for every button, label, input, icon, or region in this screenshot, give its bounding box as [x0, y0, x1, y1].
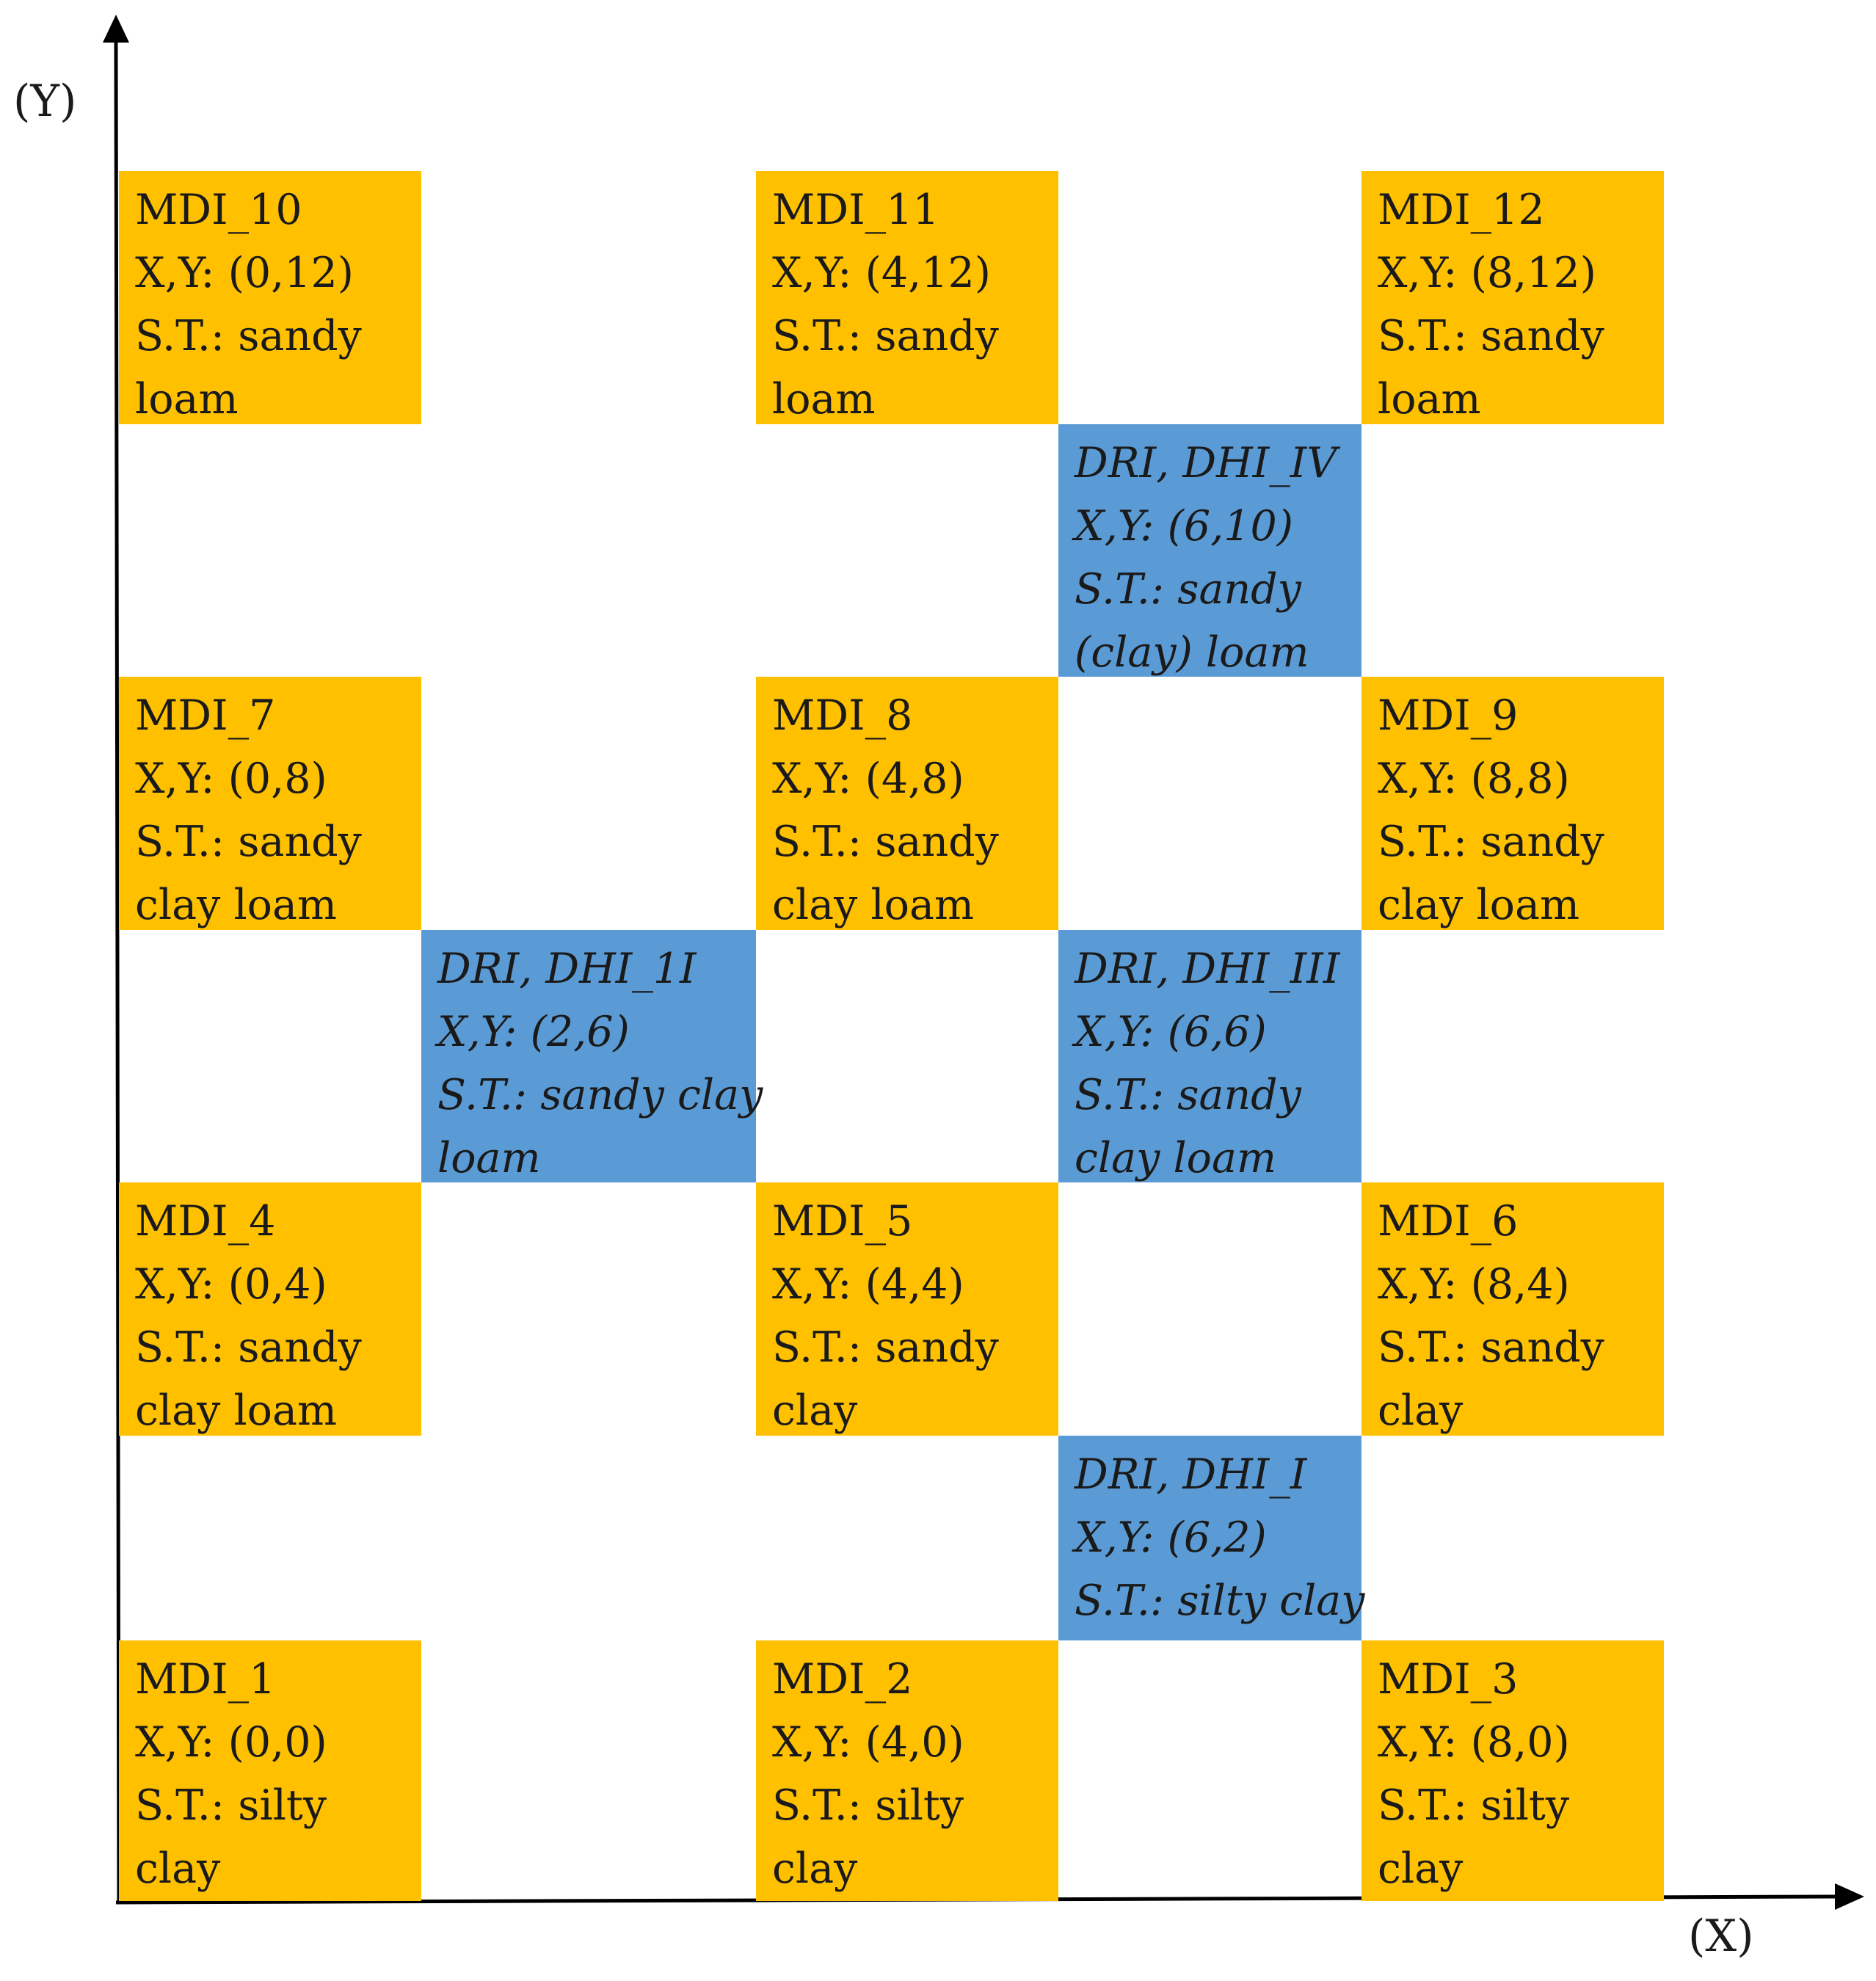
cell-coords: X,Y: (0,4): [135, 1260, 327, 1309]
cell-soil-type-cont: clay loam: [1378, 881, 1580, 929]
cell-soil-type-cont: clay loam: [1075, 1134, 1277, 1182]
cell-coords: X,Y: (0,0): [135, 1718, 327, 1767]
cell-dhi-i: DRI, DHI_I X,Y: (6,2) S.T.: silty clay: [1058, 1436, 1365, 1640]
cell-mdi-7: MDI_7 X,Y: (0,8) S.T.: sandy clay loam: [119, 677, 421, 930]
cell-soil-type: S.T.: silty clay: [1075, 1577, 1365, 1625]
cell-coords: X,Y: (0,12): [135, 249, 354, 297]
cell-soil-type-cont: loam: [135, 375, 239, 424]
cell-mdi-6: MDI_6 X,Y: (8,4) S.T.: sandy clay: [1361, 1182, 1664, 1436]
cell-soil-type-cont: clay: [135, 1844, 221, 1893]
cell-coords: X,Y: (0,8): [135, 755, 327, 803]
cell-mdi-10: MDI_10 X,Y: (0,12) S.T.: sandy loam: [119, 171, 421, 424]
cell-soil-type-cont: loam: [437, 1134, 541, 1182]
cell-title: MDI_10: [135, 186, 302, 234]
cell-soil-type-cont: clay: [772, 1386, 858, 1435]
cell-soil-type-cont: loam: [1378, 375, 1481, 424]
cell-soil-type: S.T.: sandy: [135, 312, 362, 360]
cell-coords: X,Y: (4,4): [772, 1260, 964, 1309]
cell-title: MDI_11: [772, 186, 939, 234]
y-axis-line: [114, 40, 121, 1903]
cell-mdi-5: MDI_5 X,Y: (4,4) S.T.: sandy clay: [756, 1182, 1058, 1436]
cell-coords: X,Y: (8,12): [1378, 249, 1596, 297]
cell-soil-type: S.T.: sandy: [1378, 312, 1604, 360]
cell-coords: X,Y: (4,8): [772, 755, 964, 803]
cell-title: MDI_7: [135, 691, 276, 740]
cell-title: MDI_9: [1378, 691, 1519, 740]
cell-dhi-iii: DRI, DHI_III X,Y: (6,6) S.T.: sandy clay…: [1058, 930, 1361, 1182]
cell-dhi-iv: DRI, DHI_IV X,Y: (6,10) S.T.: sandy (cla…: [1058, 424, 1361, 677]
cell-soil-type: S.T.: sandy: [772, 818, 999, 866]
cell-coords: X,Y: (2,6): [437, 1008, 630, 1056]
y-axis-arrowhead: [103, 15, 129, 43]
cell-soil-type-cont: clay: [1378, 1386, 1464, 1435]
cell-soil-type: S.T.: silty: [1378, 1781, 1570, 1830]
cell-mdi-1: MDI_1 X,Y: (0,0) S.T.: silty clay: [119, 1640, 421, 1901]
cell-soil-type: S.T.: sandy: [135, 1323, 362, 1372]
cell-soil-type-cont: clay loam: [135, 881, 338, 929]
cell-coords: X,Y: (6,6): [1075, 1008, 1267, 1056]
cell-soil-type-cont: clay: [772, 1844, 858, 1893]
cell-soil-type-cont: clay: [1378, 1844, 1464, 1893]
cell-title: MDI_3: [1378, 1655, 1519, 1704]
cell-soil-type-cont: clay loam: [135, 1386, 338, 1435]
cell-mdi-4: MDI_4 X,Y: (0,4) S.T.: sandy clay loam: [119, 1182, 421, 1436]
cell-title: MDI_5: [772, 1197, 913, 1246]
cell-soil-type-cont: loam: [772, 375, 876, 424]
cell-title: DRI, DHI_IV: [1075, 439, 1337, 487]
cell-coords: X,Y: (6,10): [1075, 502, 1293, 550]
cell-soil-type: S.T.: sandy clay: [437, 1071, 763, 1119]
cell-title: DRI, DHI_1I: [437, 945, 697, 993]
cell-title: MDI_8: [772, 691, 913, 740]
cell-coords: X,Y: (8,4): [1378, 1260, 1570, 1309]
cell-coords: X,Y: (6,2): [1075, 1513, 1267, 1562]
cell-title: MDI_4: [135, 1197, 276, 1246]
cell-coords: X,Y: (8,8): [1378, 755, 1570, 803]
cell-soil-type: S.T.: sandy: [1075, 1071, 1301, 1119]
cell-soil-type: S.T.: sandy: [135, 818, 362, 866]
y-axis-label: (Y): [13, 76, 77, 127]
cell-soil-type-cont: (clay) loam: [1075, 628, 1309, 677]
cell-soil-type: S.T.: sandy: [1075, 565, 1301, 614]
cell-title: DRI, DHI_III: [1075, 945, 1340, 993]
cell-soil-type: S.T.: sandy: [1378, 818, 1604, 866]
x-axis-arrowhead: [1835, 1883, 1864, 1910]
cell-soil-type: S.T.: sandy: [1378, 1323, 1604, 1372]
cell-soil-type: S.T.: sandy: [772, 312, 999, 360]
cell-title: MDI_6: [1378, 1197, 1519, 1246]
cell-mdi-9: MDI_9 X,Y: (8,8) S.T.: sandy clay loam: [1361, 677, 1664, 930]
cell-title: MDI_12: [1378, 186, 1545, 234]
cell-coords: X,Y: (8,0): [1378, 1718, 1570, 1767]
cell-dhi-1i: DRI, DHI_1I X,Y: (2,6) S.T.: sandy clay …: [421, 930, 763, 1182]
cell-mdi-2: MDI_2 X,Y: (4,0) S.T.: silty clay: [756, 1640, 1058, 1901]
cell-mdi-12: MDI_12 X,Y: (8,12) S.T.: sandy loam: [1361, 171, 1664, 424]
cell-title: MDI_1: [135, 1655, 276, 1704]
x-axis-label: (X): [1688, 1911, 1754, 1962]
cell-soil-type: S.T.: sandy: [772, 1323, 999, 1372]
cell-title: MDI_2: [772, 1655, 913, 1704]
cell-mdi-3: MDI_3 X,Y: (8,0) S.T.: silty clay: [1361, 1640, 1664, 1901]
cell-mdi-8: MDI_8 X,Y: (4,8) S.T.: sandy clay loam: [756, 677, 1058, 930]
cell-soil-type: S.T.: silty: [135, 1781, 327, 1830]
cell-soil-type-cont: clay loam: [772, 881, 975, 929]
cell-soil-type: S.T.: silty: [772, 1781, 964, 1830]
cell-coords: X,Y: (4,0): [772, 1718, 964, 1767]
cell-title: DRI, DHI_I: [1075, 1450, 1307, 1499]
cell-coords: X,Y: (4,12): [772, 249, 991, 297]
cell-mdi-11: MDI_11 X,Y: (4,12) S.T.: sandy loam: [756, 171, 1058, 424]
